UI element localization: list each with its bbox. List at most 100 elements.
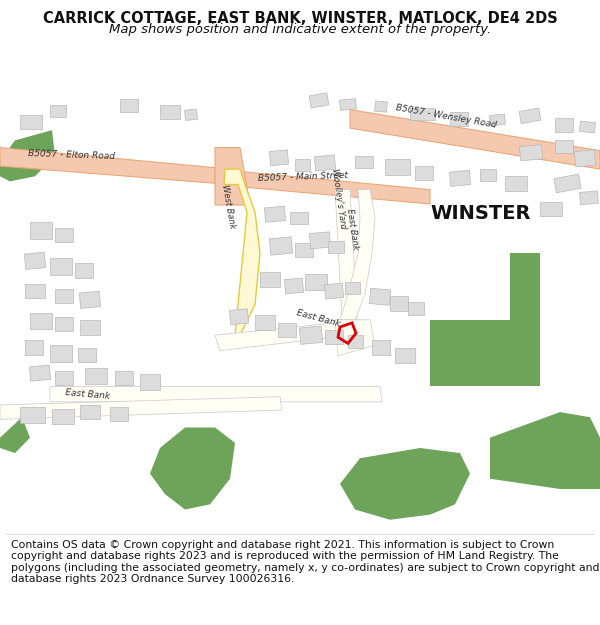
Polygon shape [52,409,74,424]
Polygon shape [0,397,282,419]
Text: B5057 - Wensley Road: B5057 - Wensley Road [395,104,497,130]
Polygon shape [75,263,93,278]
Polygon shape [355,156,373,168]
Polygon shape [295,159,310,171]
Polygon shape [0,148,230,184]
Polygon shape [305,274,327,290]
Polygon shape [215,169,430,204]
Polygon shape [370,288,391,305]
Polygon shape [520,144,542,161]
Polygon shape [345,282,360,294]
Polygon shape [385,159,410,175]
Polygon shape [314,155,335,171]
Polygon shape [215,148,250,205]
Polygon shape [140,374,160,389]
Polygon shape [554,174,581,192]
Polygon shape [50,386,382,402]
Polygon shape [50,346,72,362]
Text: East Bank: East Bank [65,388,110,401]
Polygon shape [325,330,343,344]
Polygon shape [480,169,496,181]
Polygon shape [340,448,470,520]
Polygon shape [340,99,356,111]
Polygon shape [450,112,468,126]
Polygon shape [348,335,363,348]
Polygon shape [55,317,73,331]
Polygon shape [490,412,600,489]
Polygon shape [555,118,573,132]
Text: B5057 - Main Street: B5057 - Main Street [258,171,348,183]
Polygon shape [115,371,133,386]
Polygon shape [540,202,562,216]
Text: B5057 - Elton Road: B5057 - Elton Road [28,149,115,161]
Polygon shape [335,189,358,335]
Polygon shape [490,114,505,126]
Polygon shape [408,302,424,315]
Polygon shape [395,348,415,363]
Text: WINSTER: WINSTER [430,204,530,223]
Polygon shape [30,222,52,239]
Polygon shape [415,166,433,181]
Text: Contains OS data © Crown copyright and database right 2021. This information is : Contains OS data © Crown copyright and d… [11,539,599,584]
Polygon shape [150,428,235,509]
Polygon shape [325,283,344,299]
Polygon shape [25,284,45,298]
Polygon shape [0,418,30,453]
Polygon shape [519,108,541,124]
Polygon shape [278,323,296,338]
Polygon shape [290,212,308,224]
Polygon shape [20,407,45,423]
Polygon shape [574,150,596,167]
Polygon shape [269,150,289,166]
Text: East Bank: East Bank [345,208,360,250]
Polygon shape [78,348,96,362]
Polygon shape [160,104,180,119]
Polygon shape [265,206,286,222]
Polygon shape [120,99,138,112]
Polygon shape [328,241,344,253]
Polygon shape [580,121,595,133]
Polygon shape [555,141,573,152]
Polygon shape [55,371,73,386]
Polygon shape [55,228,73,242]
Polygon shape [430,253,540,386]
Polygon shape [25,341,43,354]
Polygon shape [310,232,331,249]
Text: East Bank: East Bank [295,309,341,329]
Polygon shape [449,170,470,186]
Polygon shape [80,405,100,419]
Polygon shape [224,169,260,335]
Polygon shape [79,291,101,308]
Text: West Bank: West Bank [220,184,236,229]
Polygon shape [229,309,248,325]
Polygon shape [284,278,304,294]
Polygon shape [85,368,107,384]
Polygon shape [372,341,390,354]
Text: Woolley's Yard: Woolley's Yard [330,168,347,229]
Polygon shape [580,191,598,205]
Polygon shape [505,176,527,191]
Polygon shape [299,326,323,344]
Polygon shape [0,130,55,181]
Polygon shape [50,104,66,117]
Polygon shape [20,115,42,129]
Polygon shape [335,320,375,356]
Polygon shape [55,289,73,303]
Polygon shape [50,258,72,275]
Polygon shape [260,272,280,287]
Polygon shape [295,243,313,258]
Polygon shape [185,109,197,121]
Polygon shape [80,320,100,335]
Text: Map shows position and indicative extent of the property.: Map shows position and indicative extent… [109,22,491,36]
Polygon shape [340,189,375,320]
Polygon shape [29,365,50,381]
Polygon shape [374,101,388,112]
Polygon shape [390,296,408,311]
Polygon shape [350,109,600,169]
Polygon shape [255,315,275,330]
Polygon shape [25,253,46,269]
Polygon shape [30,312,52,329]
Polygon shape [410,107,435,120]
Polygon shape [215,320,368,351]
Text: CARRICK COTTAGE, EAST BANK, WINSTER, MATLOCK, DE4 2DS: CARRICK COTTAGE, EAST BANK, WINSTER, MAT… [43,11,557,26]
